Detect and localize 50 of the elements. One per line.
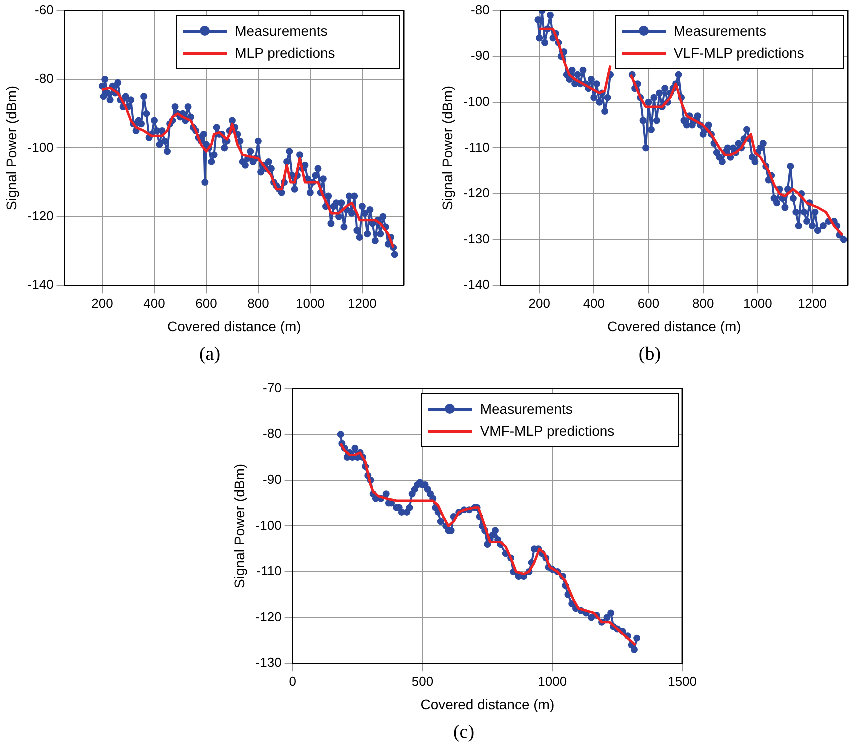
x-tick-label: 400 [583,296,606,311]
y-tick-label: -100 [464,94,490,109]
y-axis-title: Signal Power (dBm) [439,86,456,210]
y-axis-title: Signal Power (dBm) [3,86,20,210]
legend-label: Measurements [674,22,766,39]
y-tick-label: -80 [35,71,54,86]
x-tick-label: 600 [638,296,660,311]
y-tick-label: -70 [263,380,282,396]
y-tick-label: -100 [256,518,282,533]
legend-label: VLF-MLP predictions [674,44,804,61]
y-tick-label: -120 [464,186,490,201]
y-tick-label: -80 [471,2,490,18]
y-axis-title: Signal Power (dBm) [231,464,248,588]
legend-label: Measurements [480,400,573,417]
y-tick-label: -90 [471,48,490,64]
y-tick-label: -120 [28,208,54,224]
legend-label: VMF-MLP predictions [480,422,615,439]
x-tick-label: 1500 [668,674,697,689]
y-tick-label: -120 [256,609,282,624]
text: (b) [638,344,662,366]
x-tick-label: 1000 [743,296,772,311]
x-tick-label: 400 [144,296,166,311]
x-tick-label: 1200 [348,296,377,311]
x-tick-label: 500 [412,674,434,689]
x-axis-title: Covered distance (m) [420,696,555,712]
x-tick-label: 200 [528,296,550,311]
y-tick-label: -90 [263,472,282,487]
x-tick-label: 1200 [798,296,827,311]
y-tick-label: -100 [28,140,54,155]
y-tick-label: -130 [256,655,282,670]
text: (c) [452,722,476,744]
x-tick-label: 1000 [296,296,325,311]
legend-label: Measurements [235,22,328,39]
text: (a) [198,344,222,366]
y-tick-label: -110 [464,140,490,155]
x-tick-label: 800 [248,296,270,311]
y-tick-label: -130 [464,231,490,246]
y-tick-label: -60 [35,2,54,18]
x-tick-label: 200 [92,296,114,311]
x-tick-label: 0 [289,674,296,689]
x-tick-label: 1000 [538,674,568,689]
y-tick-label: -140 [464,277,490,292]
y-tick-label: -80 [263,426,282,442]
x-tick-label: 800 [692,296,714,311]
x-axis-title: Covered distance (m) [607,318,742,334]
x-tick-label: 600 [196,296,218,311]
x-axis-title: Covered distance (m) [167,318,302,334]
y-tick-label: -110 [256,564,282,579]
legend-label: MLP predictions [235,44,336,61]
y-tick-label: -140 [28,277,54,292]
